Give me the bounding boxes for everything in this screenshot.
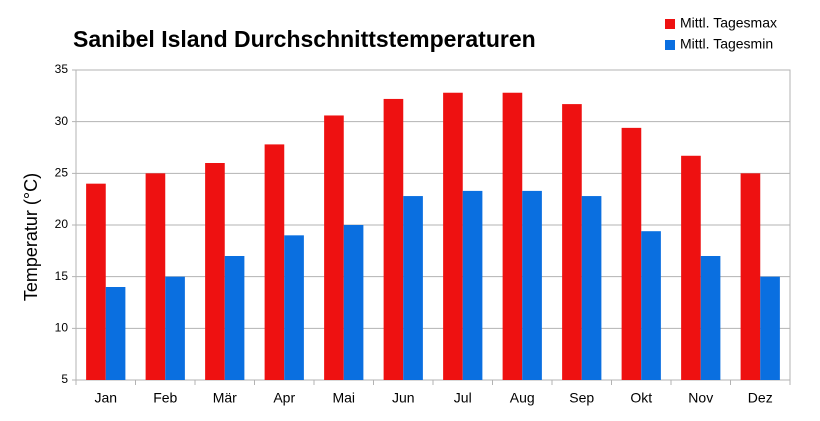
x-tick-label: Jan bbox=[94, 390, 117, 406]
x-tick-label: Jul bbox=[454, 390, 472, 406]
x-tick-label: Okt bbox=[630, 390, 652, 406]
bar bbox=[86, 183, 106, 380]
bar bbox=[502, 92, 523, 380]
bar bbox=[462, 190, 483, 380]
y-tick-label: 15 bbox=[55, 269, 69, 283]
x-tick-label: Sep bbox=[569, 390, 594, 406]
legend-label: Mittl. Tagesmin bbox=[680, 36, 773, 52]
legend-swatch bbox=[665, 40, 675, 50]
x-tick-label: Mai bbox=[332, 390, 355, 406]
bar bbox=[205, 163, 225, 380]
y-tick-label: 5 bbox=[61, 372, 68, 386]
x-tick-label: Nov bbox=[688, 390, 713, 406]
bar bbox=[264, 144, 285, 380]
x-tick-label: Aug bbox=[510, 390, 535, 406]
bar bbox=[403, 196, 423, 380]
bar bbox=[224, 256, 245, 380]
bar bbox=[681, 155, 701, 380]
bar bbox=[383, 98, 404, 380]
legend-swatch bbox=[665, 19, 675, 29]
x-tick-label: Apr bbox=[273, 390, 295, 406]
y-tick-label: 20 bbox=[55, 217, 69, 231]
y-tick-label: 25 bbox=[55, 166, 69, 180]
bar bbox=[641, 231, 661, 380]
bar bbox=[145, 173, 166, 380]
x-tick-label: Feb bbox=[153, 390, 177, 406]
x-tick-label: Mär bbox=[213, 390, 237, 406]
bar bbox=[700, 256, 721, 380]
y-axis-label: Temperatur (°C) bbox=[21, 173, 41, 301]
bar bbox=[621, 127, 642, 380]
bar bbox=[324, 115, 344, 380]
bar bbox=[165, 276, 185, 380]
chart-title: Sanibel Island Durchschnittstemperaturen bbox=[73, 26, 536, 52]
bar bbox=[284, 235, 304, 380]
bar bbox=[443, 92, 463, 380]
bar bbox=[581, 196, 602, 380]
bar bbox=[105, 287, 126, 380]
bar bbox=[343, 225, 364, 380]
bar bbox=[760, 276, 780, 380]
bar bbox=[562, 104, 582, 380]
y-tick-label: 30 bbox=[55, 114, 69, 128]
bar bbox=[522, 190, 542, 380]
x-tick-label: Dez bbox=[748, 390, 773, 406]
x-tick-label: Jun bbox=[392, 390, 415, 406]
y-tick-label: 10 bbox=[55, 321, 69, 335]
legend-label: Mittl. Tagesmax bbox=[680, 15, 777, 31]
y-tick-label: 35 bbox=[55, 62, 69, 76]
bar bbox=[740, 173, 761, 380]
